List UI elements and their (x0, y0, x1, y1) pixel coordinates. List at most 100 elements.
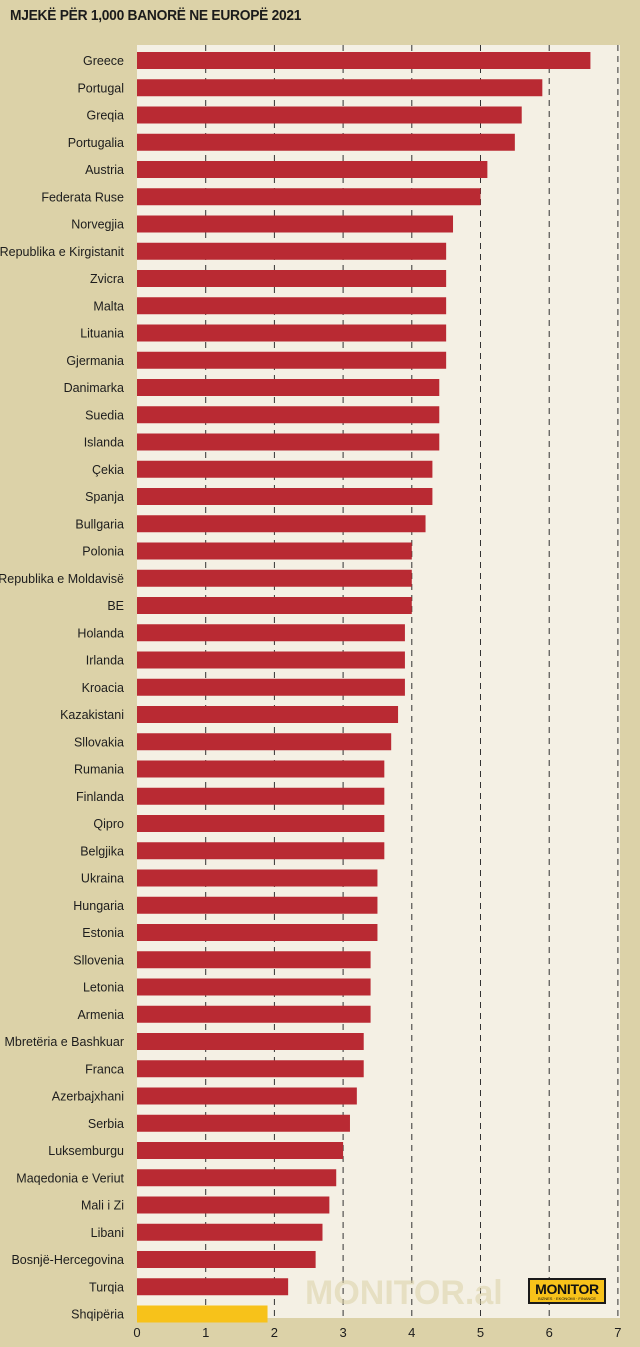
bar (137, 815, 385, 832)
bar (137, 406, 440, 424)
category-label: Danimarka (64, 381, 124, 395)
brand-tagline: BIZNES · EKONOMI · FINANCE (537, 1296, 596, 1301)
category-label: Belgjika (80, 844, 124, 858)
bar (137, 1142, 344, 1159)
category-label: Suedia (85, 408, 124, 422)
bar (137, 52, 591, 69)
bar (137, 706, 399, 723)
bar (137, 324, 447, 342)
chart-title: MJEKË PËR 1,000 BANORË NE EUROPË 2021 (10, 7, 302, 24)
category-label: Polonia (82, 545, 124, 559)
bar (137, 188, 481, 206)
category-label: Luksemburgu (48, 1144, 124, 1158)
bar (137, 1033, 364, 1050)
bar (137, 161, 488, 178)
bar (137, 133, 515, 151)
bar (137, 460, 433, 478)
bar (137, 297, 447, 315)
category-label: Rumania (74, 763, 124, 777)
category-label: BE (107, 599, 124, 613)
category-label: Finlanda (76, 790, 124, 804)
category-label: Turqia (89, 1280, 124, 1294)
bar (137, 978, 371, 996)
bar (137, 842, 385, 860)
bar (137, 896, 378, 914)
category-label: Mbretëria e Bashkuar (4, 1035, 124, 1049)
bar (137, 951, 371, 969)
x-tick-label: 3 (339, 1325, 346, 1340)
category-label: Qipro (93, 817, 124, 831)
category-label: Gjermania (66, 354, 124, 368)
bar (137, 1305, 268, 1323)
bar (137, 270, 447, 287)
bar (137, 1114, 350, 1132)
bar (137, 1005, 371, 1023)
bar (137, 1196, 330, 1214)
category-label: Republika e Kirgistanit (0, 245, 125, 259)
category-label: Islanda (84, 436, 124, 450)
category-label: Holanda (77, 626, 124, 640)
bar (137, 569, 412, 587)
x-tick-label: 1 (202, 1325, 209, 1340)
bar (137, 1087, 357, 1105)
category-label: Maqedonia e Veriut (16, 1171, 124, 1185)
x-tick-label: 0 (133, 1325, 140, 1340)
category-label: Ukraina (81, 872, 124, 886)
bar (137, 351, 447, 369)
brand-name: MONITOR (535, 1281, 599, 1297)
bar (137, 433, 440, 451)
category-label: Spanja (85, 490, 124, 504)
category-label: Greqia (86, 109, 124, 123)
x-tick-label: 5 (477, 1325, 484, 1340)
bar (137, 597, 412, 614)
category-label: Shqipëria (71, 1308, 124, 1322)
category-label: Portugalia (68, 136, 124, 150)
brand-logo: MONITOR BIZNES · EKONOMI · FINANCE (528, 1278, 606, 1304)
bar (137, 1251, 316, 1268)
category-label: Çekia (92, 463, 124, 477)
bar (137, 760, 385, 778)
category-label: Libani (91, 1226, 124, 1240)
bar (137, 678, 405, 696)
bar (137, 379, 440, 396)
bar (137, 542, 412, 560)
category-label: Sllovenia (73, 953, 124, 967)
category-label: Lituania (80, 327, 124, 341)
category-label: Mali i Zi (81, 1199, 124, 1213)
bar (137, 1278, 289, 1296)
category-label: Irlanda (86, 654, 124, 668)
bar (137, 515, 426, 533)
bar (137, 651, 405, 669)
bar (137, 624, 405, 642)
bar (137, 242, 447, 260)
category-label: Bullgaria (75, 517, 124, 531)
category-label: Federata Ruse (41, 190, 124, 204)
category-label: Bosnjë-Hercegovina (11, 1253, 124, 1267)
category-label: Sllovakia (74, 735, 124, 749)
category-label: Malta (93, 299, 124, 313)
x-tick-label: 2 (271, 1325, 278, 1340)
category-label: Hungaria (73, 899, 124, 913)
category-label: Letonia (83, 981, 124, 995)
bar (137, 1060, 364, 1078)
bar (137, 215, 454, 233)
bar (137, 733, 392, 751)
bar (137, 787, 385, 805)
bar (137, 488, 433, 505)
category-label: Kazakistani (60, 708, 124, 722)
category-label: Serbia (88, 1117, 124, 1131)
category-label: Austria (85, 163, 124, 177)
x-tick-label: 4 (408, 1325, 415, 1340)
category-label: Franca (85, 1062, 124, 1076)
category-label: Estonia (82, 926, 124, 940)
category-label: Kroacia (82, 681, 124, 695)
bar (137, 1223, 323, 1241)
category-label: Zvicra (90, 272, 124, 286)
category-label: Portugal (77, 81, 124, 95)
bar (137, 924, 378, 941)
category-label: Greece (83, 54, 124, 68)
category-label: Norvegjia (71, 218, 124, 232)
x-tick-label: 7 (614, 1325, 621, 1340)
bar (137, 106, 522, 124)
